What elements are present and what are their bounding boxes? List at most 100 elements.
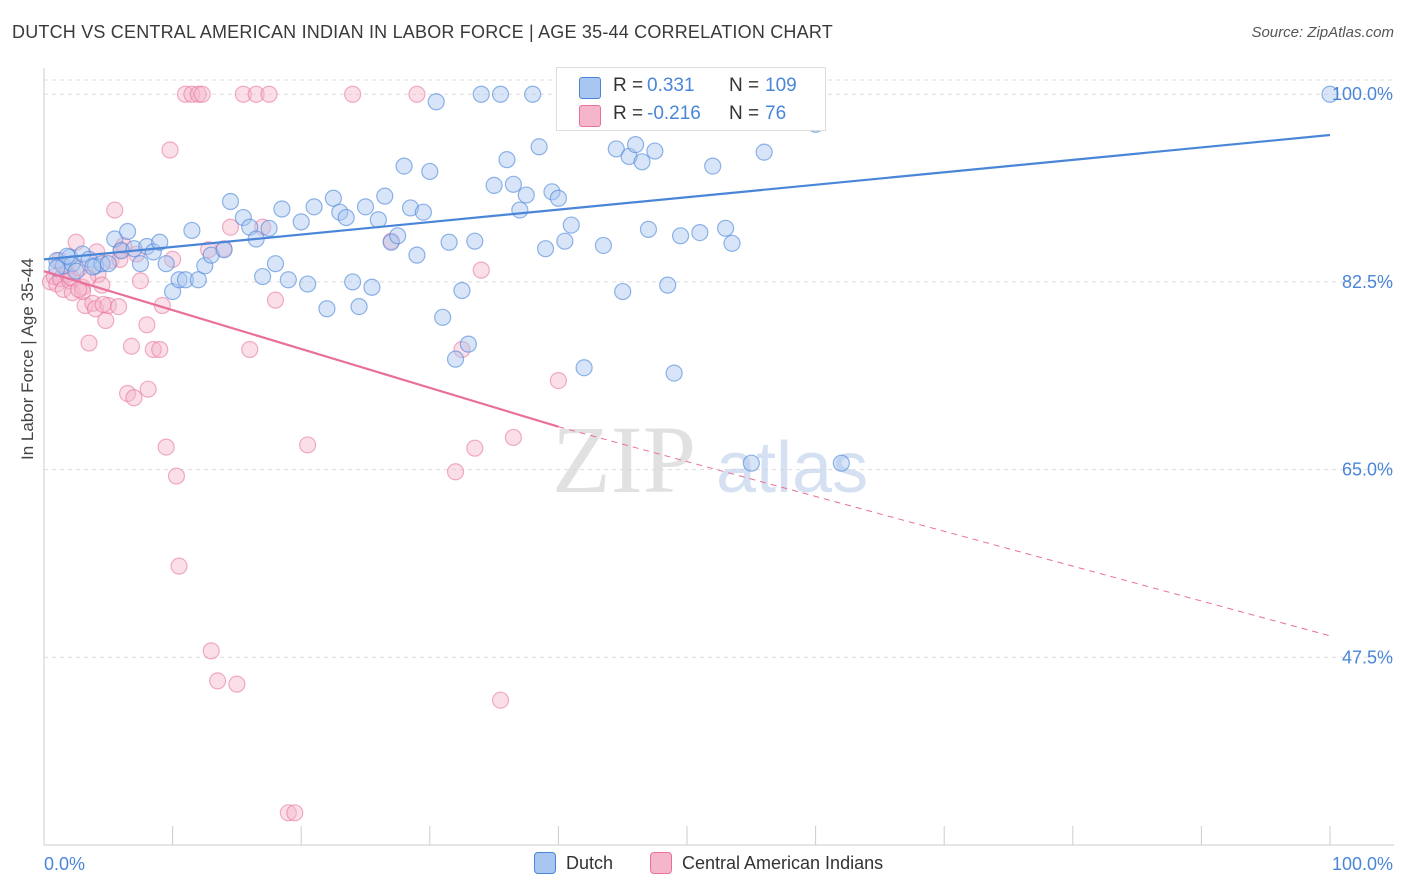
dutch-point (202, 246, 220, 264)
dutch-point (723, 234, 741, 252)
dutch-point (466, 232, 484, 250)
cai-point (286, 804, 304, 822)
x-tick-label-min: 0.0% (44, 854, 85, 874)
cai-point (247, 85, 265, 103)
dutch-point (498, 151, 516, 169)
legend-cai-label: Central American Indians (682, 852, 884, 873)
cai-point (466, 439, 484, 457)
cai-point (266, 291, 285, 309)
dutch-point (196, 257, 214, 275)
dutch-point (530, 138, 548, 156)
cai-point (472, 261, 490, 279)
dutch-point (504, 175, 522, 193)
cai-point (193, 85, 211, 103)
dutch-point (491, 85, 510, 103)
y-tick-label: 82.5% (1342, 272, 1393, 292)
cai-point (279, 804, 297, 822)
dutch-point (575, 359, 593, 377)
cai-trend-extension (558, 426, 1331, 637)
cai-point (504, 428, 522, 447)
dutch-point (299, 275, 317, 293)
dutch-point (704, 157, 722, 175)
cai-point (170, 557, 188, 575)
dutch-point (434, 308, 452, 326)
legend-item-dutch: Dutch (534, 852, 613, 874)
dutch-point (292, 213, 310, 231)
legend-cai-swatch (650, 852, 672, 874)
cai-point (167, 467, 186, 485)
dutch-point (485, 176, 503, 194)
dutch-point (755, 143, 773, 161)
dutch-point (659, 276, 677, 294)
dutch-point (556, 232, 574, 250)
r-label: R = (613, 75, 644, 96)
cai-n-value: 76 (765, 103, 787, 124)
dutch-point (215, 241, 233, 259)
dutch-point (273, 200, 291, 218)
cai-point (209, 672, 227, 690)
dutch-point (517, 186, 535, 204)
dutch-point (254, 267, 272, 286)
legend-item-cai: Central American Indians (650, 852, 883, 874)
dutch-point (221, 192, 240, 211)
dutch-point (369, 211, 387, 229)
dutch-point (691, 223, 709, 242)
watermark-zip: ZIP (552, 406, 696, 513)
cai-point (131, 272, 150, 290)
dutch-point (266, 255, 285, 273)
x-tick-labels: 0.0% 100.0% (44, 854, 1393, 874)
dutch-point (118, 222, 137, 241)
dutch-point (549, 189, 568, 207)
dutch-point (93, 255, 111, 273)
cai-r-value: -0.216 (647, 103, 701, 124)
cai-point (139, 380, 157, 398)
cai-point (189, 85, 207, 103)
y-tick-label: 47.5% (1342, 647, 1393, 667)
cai-point (151, 340, 169, 359)
cai-point (144, 340, 162, 359)
dutch-point (453, 281, 471, 300)
dutch-point (350, 297, 368, 316)
bottom-legend: Dutch Central American Indians (0, 850, 1406, 880)
cai-point (125, 389, 143, 407)
cai-point (109, 297, 128, 316)
dutch-point (594, 236, 613, 255)
cai-point (176, 85, 195, 103)
dutch-point (337, 208, 355, 227)
cai-point (138, 316, 156, 334)
dutch-swatch (579, 77, 601, 99)
dutch-point (832, 454, 850, 472)
dutch-point (99, 255, 117, 273)
cai-point (106, 201, 124, 219)
dutch-point (125, 240, 143, 258)
dutch-point (440, 233, 458, 251)
legend-dutch-swatch (534, 852, 556, 874)
dutch-point (427, 93, 445, 111)
dutch-n-value: 109 (765, 75, 797, 96)
dutch-point (176, 271, 195, 289)
dutch-point (408, 246, 426, 264)
dutch-point (305, 198, 323, 216)
dutch-point (446, 350, 465, 368)
dutch-point (376, 187, 394, 205)
cai-point (299, 436, 317, 454)
dutch-point (626, 136, 645, 154)
dutch-point (472, 85, 490, 103)
source-label: Source: ZipAtlas.com (1251, 24, 1394, 41)
y-tick-labels: 100.0% 82.5% 65.0% 47.5% (1332, 84, 1393, 667)
dutch-point (562, 216, 580, 234)
dutch-point (607, 140, 625, 158)
dutch-point (279, 271, 297, 289)
dutch-point (318, 300, 336, 318)
n-label: N = (729, 103, 760, 124)
dutch-point (183, 221, 201, 240)
stats-row-dutch: R = 0.331 N = 109 (557, 73, 825, 101)
cai-trend-line (43, 270, 559, 428)
dutch-point (84, 258, 102, 276)
dutch-point (395, 157, 413, 175)
dutch-point (639, 220, 658, 238)
cai-point (491, 691, 510, 709)
legend-dutch-label: Dutch (566, 852, 614, 873)
dutch-point (382, 233, 400, 251)
